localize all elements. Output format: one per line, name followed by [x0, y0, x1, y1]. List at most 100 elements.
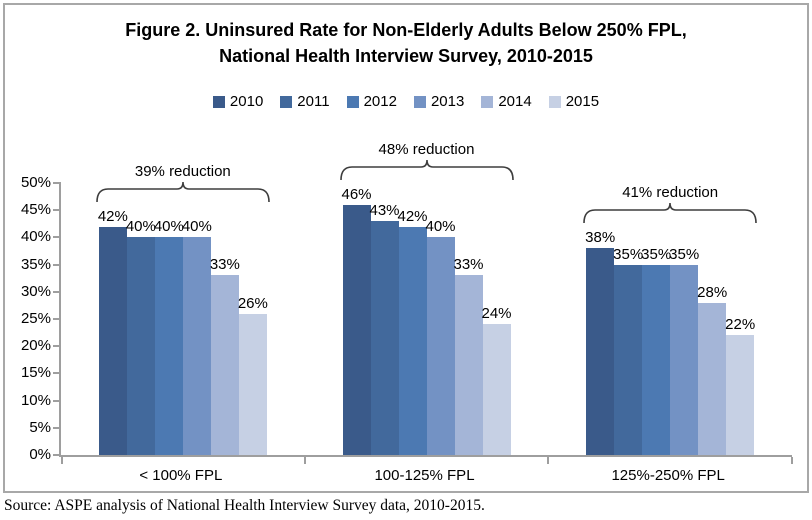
bar-value-label: 24%	[481, 305, 512, 323]
bar-2014-1: 33%	[453, 256, 484, 455]
y-axis-label: 30%	[20, 282, 51, 300]
x-axis-tick	[61, 457, 63, 464]
legend-item: 2011	[280, 93, 330, 110]
bar-2014-0: 33%	[210, 256, 240, 455]
x-axis-tick	[547, 457, 550, 464]
category-label-2: 125%-250% FPL	[611, 467, 725, 484]
y-axis-tick	[53, 209, 61, 212]
y-axis-tick	[53, 182, 61, 184]
y-axis-label: 35%	[20, 255, 51, 273]
y-axis-label: 50%	[20, 174, 51, 191]
y-axis-tick	[53, 263, 61, 266]
bar-value-label: 40%	[125, 218, 156, 236]
bar-2012-1: 42%	[397, 208, 428, 455]
y-axis-label: 10%	[20, 391, 51, 409]
legend-item: 2015	[548, 93, 600, 110]
legend-label: 2010	[229, 93, 264, 110]
category-group: 38% 35% 35% 35% 28% 22% 41% reduction	[548, 183, 794, 464]
legend-item: 2014	[481, 93, 532, 110]
bracket-icon	[339, 159, 514, 180]
chart-title-line-1: Figure 2. Uninsured Rate for Non-Elderly…	[125, 20, 687, 40]
bar-value-label: 46%	[341, 185, 372, 203]
y-axis-label: 20%	[20, 337, 51, 355]
bar-value-label: 28%	[697, 283, 728, 301]
legend-label: 2015	[565, 93, 600, 110]
legend-item: 2010	[212, 93, 264, 110]
reduction-label: 41% reduction	[622, 184, 719, 202]
bar-2015-2: 22%	[725, 316, 755, 455]
legend-swatch-2010	[212, 95, 225, 108]
legend-label: 2014	[498, 93, 532, 110]
x-axis-tick	[791, 457, 794, 464]
y-axis-tick	[53, 372, 61, 375]
legend-swatch-2011	[280, 95, 293, 108]
bar-value-label: 43%	[369, 202, 400, 220]
bar-value-label: 40%	[153, 218, 184, 236]
bar-2011-1: 43%	[369, 202, 400, 455]
y-axis-tick	[53, 318, 61, 320]
bar-2015-0: 26%	[238, 295, 268, 455]
x-axis-tick	[303, 457, 306, 464]
bar-2013-0: 40%	[182, 218, 212, 455]
bar-2015-1: 24%	[481, 305, 512, 455]
bar-2012-2: 35%	[641, 246, 671, 455]
y-axis-tick	[53, 236, 61, 239]
plot-area: 0% 5% 10% 15% 20% 25% 30% 35% 40% 45% 50% 42% 40% 40%…	[21, 141, 794, 464]
bar-2013-2: 35%	[669, 246, 699, 455]
category-label-0: < 100% FPL	[139, 467, 223, 484]
chart-frame: Figure 2. Uninsured Rate for Non-Elderly…	[3, 3, 809, 493]
reduction-label: 39% reduction	[134, 162, 231, 180]
chart-legend: 2010 2011 2012 2013 2014 2015	[5, 93, 807, 110]
category-group: 42% 40% 40% 40% 33% 26% 39% reduction	[61, 163, 306, 464]
legend-swatch-2013	[413, 95, 426, 108]
bracket-icon	[96, 181, 270, 202]
bar-value-label: 22%	[725, 316, 756, 334]
bar-value-label: 40%	[425, 218, 456, 236]
chart-title-line-2: National Health Interview Survey, 2010-2…	[219, 46, 593, 66]
y-axis-label: 0%	[29, 446, 51, 463]
legend-label: 2011	[297, 93, 330, 110]
legend-item: 2012	[346, 93, 397, 110]
legend-item: 2013	[413, 93, 465, 110]
bar-2010-2: 38%	[585, 229, 615, 455]
bar-2011-0: 40%	[126, 218, 156, 455]
bracket-icon	[583, 203, 757, 224]
bar-value-label: 33%	[453, 256, 484, 274]
bar-value-label: 35%	[669, 245, 700, 263]
bar-value-label: 42%	[397, 207, 428, 225]
legend-swatch-2014	[481, 95, 494, 108]
legend-swatch-2015	[548, 95, 561, 108]
bar-value-label: 38%	[585, 229, 616, 247]
y-axis-label: 40%	[20, 228, 51, 246]
y-axis-tick	[53, 290, 61, 293]
reduction-annotation: 39% reduction	[96, 163, 270, 203]
bar-2010-1: 46%	[341, 186, 372, 455]
y-axis-tick	[53, 345, 61, 348]
bar-value-label: 26%	[237, 294, 268, 312]
category-group: 46% 43% 42% 40% 33% 24% 48% reduction	[305, 141, 550, 464]
y-axis-tick	[53, 426, 61, 429]
bar-value-label: 35%	[641, 245, 672, 263]
bar-2012-0: 40%	[154, 218, 184, 455]
y-axis-tick	[53, 454, 61, 456]
legend-swatch-2012	[346, 95, 359, 108]
bar-value-label: 42%	[97, 207, 128, 225]
y-axis-label: 45%	[20, 201, 51, 219]
bar-2011-2: 35%	[613, 246, 643, 455]
y-axis-label: 5%	[29, 418, 51, 436]
source-note: Source: ASPE analysis of National Health…	[4, 497, 485, 514]
legend-label: 2013	[430, 93, 465, 110]
reduction-label: 48% reduction	[378, 140, 475, 158]
y-axis-tick	[53, 399, 61, 402]
reduction-annotation: 48% reduction	[339, 140, 514, 181]
bar-value-label: 33%	[209, 256, 240, 274]
bar-2014-2: 28%	[697, 284, 727, 455]
x-axis-category-labels: < 100% FPL 100-125% FPL 125%-250% FPL	[59, 467, 790, 484]
bar-value-label: 35%	[613, 245, 644, 263]
bar-value-label: 40%	[181, 218, 212, 236]
y-axis-label: 15%	[20, 364, 51, 382]
category-label-1: 100-125% FPL	[374, 467, 475, 484]
bar-2013-1: 40%	[425, 218, 456, 455]
reduction-annotation: 41% reduction	[583, 184, 757, 224]
